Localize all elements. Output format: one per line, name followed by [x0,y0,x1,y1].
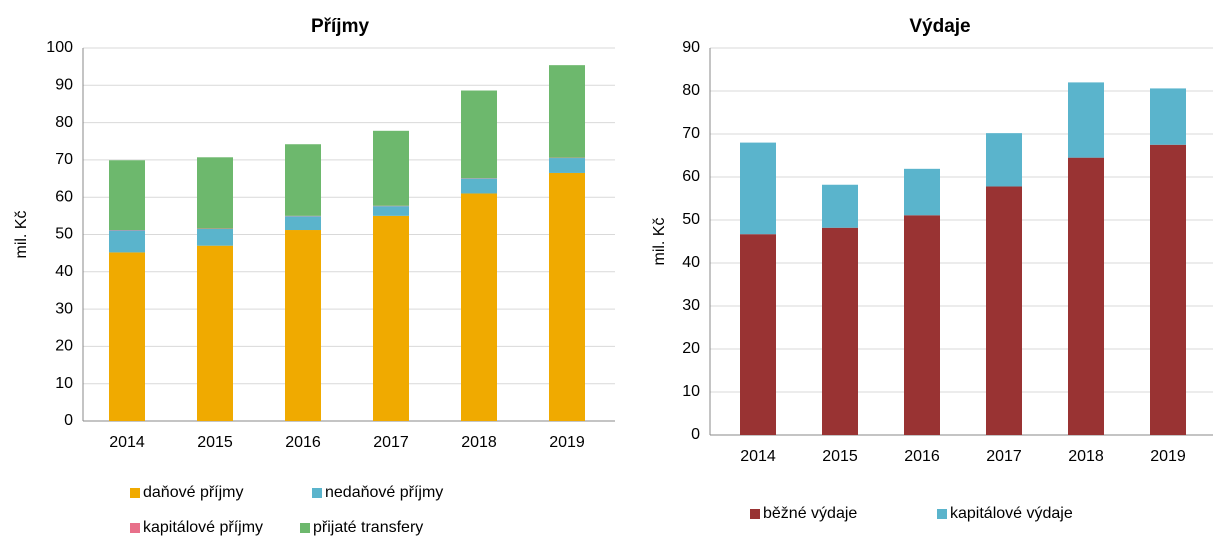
y-tick-label: 40 [682,254,700,271]
x-tick-label: 2016 [285,434,321,451]
y-tick-label: 60 [55,188,73,205]
x-tick-label: 2015 [822,448,858,465]
bar [549,158,585,173]
bar [197,229,233,246]
y-tick-label: 70 [55,151,73,168]
legend-swatch [130,523,140,533]
y-tick-label: 20 [55,338,73,355]
legend-label: kapitálové příjmy [143,519,263,536]
bar [740,143,776,235]
x-tick-label: 2019 [1150,448,1186,465]
legend-label: nedaňové příjmy [325,484,443,501]
bar [109,252,145,421]
bar [197,246,233,421]
x-tick-label: 2016 [904,448,940,465]
bar [373,206,409,216]
x-tick-label: 2019 [549,434,585,451]
bar [904,169,940,215]
bar [986,133,1022,186]
y-tick-label: 50 [55,226,73,243]
bar [373,216,409,421]
chart-title: Výdaje [909,16,970,37]
y-tick-label: 10 [55,375,73,392]
legend-label: přijaté transfery [313,519,423,536]
y-tick-label: 20 [682,340,700,357]
legend-swatch [130,488,140,498]
bar [549,173,585,421]
y-tick-label: 30 [55,300,73,317]
x-tick-label: 2017 [986,448,1022,465]
bar [1068,82,1104,157]
bar [197,157,233,228]
bar [904,215,940,435]
bar [109,230,145,252]
bar [740,234,776,435]
bar [986,186,1022,435]
y-tick-label: 30 [682,297,700,314]
bar [285,230,321,421]
y-tick-label: 0 [691,426,700,443]
chart-title: Příjmy [311,16,370,37]
legend-label: daňové příjmy [143,484,244,501]
bar [822,228,858,435]
y-tick-label: 40 [55,263,73,280]
bar [549,65,585,158]
bar [1150,88,1186,144]
legend-label: kapitálové výdaje [950,505,1073,522]
y-tick-label: 90 [682,39,700,56]
y-tick-label: 0 [64,412,73,429]
legend-swatch [312,488,322,498]
bar [285,216,321,230]
bar [1068,158,1104,435]
bar [1150,145,1186,435]
x-tick-label: 2014 [740,448,776,465]
bar [285,144,321,216]
y-tick-label: 50 [682,211,700,228]
x-tick-label: 2018 [461,434,497,451]
bar [461,91,497,179]
legend-label: běžné výdaje [763,505,857,522]
y-tick-label: 100 [46,39,73,56]
x-tick-label: 2017 [373,434,409,451]
bar [822,185,858,228]
x-tick-label: 2015 [197,434,233,451]
legend-swatch [750,509,760,519]
bar [461,193,497,421]
y-tick-label: 70 [682,125,700,142]
legend-swatch [300,523,310,533]
y-tick-label: 80 [682,82,700,99]
y-tick-label: 90 [55,77,73,94]
bar [373,131,409,206]
y-tick-label: 10 [682,383,700,400]
y-axis-label: mil. Kč [13,211,30,259]
y-tick-label: 80 [55,114,73,131]
x-tick-label: 2014 [109,434,145,451]
legend-swatch [937,509,947,519]
bar [109,160,145,230]
y-axis-label: mil. Kč [651,218,668,266]
x-tick-label: 2018 [1068,448,1104,465]
y-tick-label: 60 [682,168,700,185]
bar [461,179,497,194]
